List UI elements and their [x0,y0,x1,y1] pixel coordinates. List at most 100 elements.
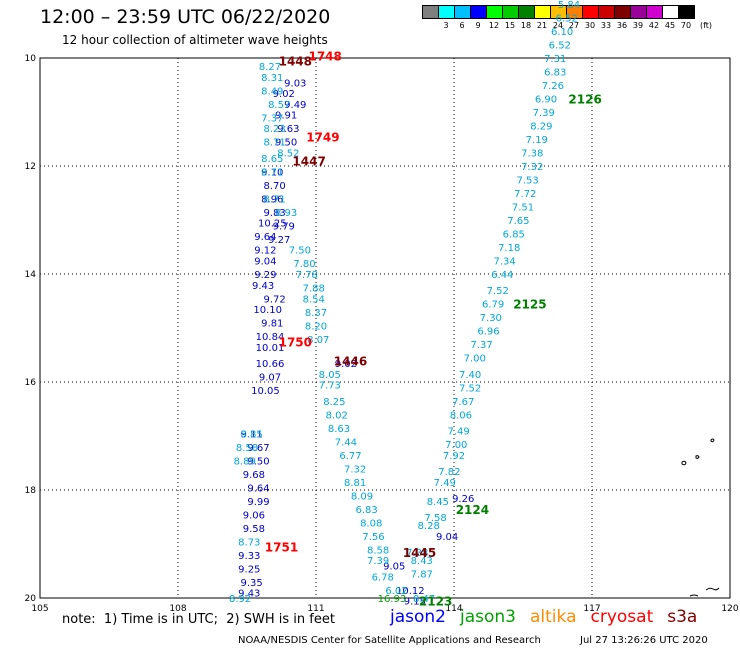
wave-height-reading: 10.66 [256,359,285,370]
wave-height-reading: 8.58 [236,443,258,454]
color-scale-label: 70 [680,21,692,30]
color-scale-label: 39 [632,21,644,30]
wave-height-reading: 9.03 [284,78,306,89]
wave-height-reading: 8.52 [277,149,299,160]
wave-height-reading: 9.02 [335,359,357,370]
wave-height-reading: 7.72 [514,189,536,200]
satellite-legend: jason2 jason3 altika cryosat s3a [390,607,697,627]
wave-height-reading: 8.37 [305,308,327,319]
wave-height-reading: 8.47 [413,594,435,605]
wave-height-reading: 9.06 [243,510,265,521]
wave-height-reading: 10.84 [256,332,285,343]
wave-height-reading: 7.44 [335,437,357,448]
wave-height-reading: 6.10 [551,27,573,38]
y-tick-label: 10 [25,54,37,64]
coastline-islands [681,438,720,597]
wave-height-reading: 9.07 [259,373,281,384]
wave-height-reading: 6.02 [385,586,407,597]
pass-time-label: 1749 [306,130,339,144]
pass-time-label: 1445 [403,546,436,560]
pass-time-label: 1446 [334,354,367,368]
wave-height-reading: 7.49 [447,427,469,438]
wave-height-reading: 9.79 [273,221,295,232]
coastline-fragment [705,587,720,591]
wave-height-reading: 9.72 [263,294,285,305]
page-subtitle: 12 hour collection of altimeter wave hei… [62,33,328,47]
wave-height-reading: 7.00 [464,354,486,365]
wave-height-reading: 7.73 [319,381,341,392]
wave-height-reading: 8.43 [411,556,433,567]
wave-height-reading: 7.80 [293,259,315,270]
wave-height-reading: 9.15 [404,597,426,608]
wave-height-reading: 7.39 [533,108,555,119]
wave-height-reading: 8.49 [261,86,283,97]
color-scale-label: 18 [520,21,532,30]
wave-height-reading: 7.88 [303,284,325,295]
wave-height-reading: 9.26 [452,494,474,505]
wave-height-reading: 9.10 [261,167,283,178]
color-scale-label: 24 [552,21,564,30]
wave-height-reading: 9.04 [254,257,276,268]
wave-height-reading: 9.58 [243,524,265,535]
wave-height-reading: 7.38 [521,149,543,160]
wave-height-reading: 8.63 [328,424,350,435]
wave-height-reading: 7.56 [362,532,384,543]
island-outline [695,455,700,459]
pass-time-label: 1447 [292,155,325,169]
color-scale-label: 21 [536,21,548,30]
color-swatch [678,5,695,19]
axis-tick-labels: 105 108 111 114 117 120 10 12 14 16 18 20 [25,54,739,614]
map-frame [39,57,731,599]
x-tick-label: 120 [721,604,738,614]
wave-height-reading: 5.84 [558,0,580,11]
wave-height-reading: 8.08 [360,518,382,529]
y-tick-label: 16 [25,378,37,388]
wave-height-reading: 7.34 [493,257,515,268]
wave-height-reading: 7.92 [443,451,465,462]
wave-height-reading: 10.25 [258,219,287,230]
wave-height-reading: 9.67 [247,443,269,454]
wave-height-reading: 9.04 [436,532,458,543]
wave-height-color-scale [422,5,695,19]
wave-height-reading: 8.25 [323,397,345,408]
wave-height-reading: 6.90 [535,95,557,106]
wave-height-reading: 6.44 [491,270,513,281]
map-grid [40,58,730,598]
wave-height-reading: 7.31 [544,54,566,65]
wave-height-reading: 8.28 [418,521,440,532]
color-scale-label: 3 [443,21,449,30]
wave-height-reading: 8.09 [351,491,373,502]
wave-height-reading: 7.82 [438,467,460,478]
pass-time-label: 2125 [513,298,546,312]
wave-height-reading: 7.78 [296,270,318,281]
pass-time-label: 1448 [279,55,312,69]
color-scale-label: 45 [664,21,676,30]
wave-height-reading: 7.58 [424,513,446,524]
wave-height-reading: 9.50 [275,138,297,149]
wave-height-reading: 6.52 [556,14,578,25]
legend-item-altika: altika [530,607,577,627]
wave-height-reading: 9.99 [247,497,269,508]
wave-height-reading: 7.37 [470,340,492,351]
wave-height-reading: 6.83 [544,68,566,79]
x-tick-label: 114 [445,604,462,614]
wave-height-reading: 9.11 [240,429,262,440]
wave-height-reading: 8.54 [303,294,325,305]
wave-height-reading: 7.65 [507,216,529,227]
wave-height-reading: 8.31 [261,73,283,84]
wave-height-reading: 8.93 [275,208,297,219]
wave-height-reading: 7.37 [261,113,283,124]
wave-height-reading: 8.71 [263,194,285,205]
wave-height-reading: 7.53 [516,176,538,187]
wave-height-reading: 8.71 [263,138,285,149]
generated-timestamp: Jul 27 13:26:26 UTC 2020 [580,635,708,646]
wave-height-reading: 8.06 [450,410,472,421]
wave-height-reading: 9.43 [252,281,274,292]
wave-height-reading: 9.05 [383,562,405,573]
wave-height-reading: 7.19 [526,135,548,146]
wave-height-readings: 9.039.029.499.919.639.509.108.708.969.83… [229,0,580,608]
legend-item-jason3: jason3 [460,607,516,627]
color-scale-label: 15 [504,21,516,30]
pass-time-label: 2123 [419,595,452,609]
